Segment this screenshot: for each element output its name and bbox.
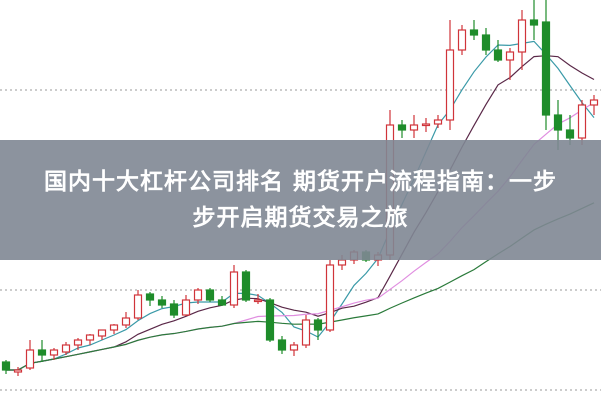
candle-body xyxy=(505,51,515,61)
candle-body xyxy=(517,19,527,53)
candle-body xyxy=(181,299,191,316)
candle-body xyxy=(577,104,587,139)
candle-body xyxy=(421,123,431,127)
candle-body xyxy=(301,319,311,346)
ma-line-5 xyxy=(6,40,595,371)
candle-body xyxy=(37,349,47,356)
candle-body xyxy=(13,369,23,373)
candle-body xyxy=(493,49,503,61)
candle-body xyxy=(589,99,599,106)
candle-body xyxy=(241,271,251,301)
candle-body xyxy=(409,124,419,131)
candle-body xyxy=(229,271,239,306)
candle-body xyxy=(433,119,443,125)
candle-body xyxy=(145,293,155,301)
title-line-2: 步开启期货交易之旅 xyxy=(192,205,409,231)
candle-body xyxy=(469,29,479,36)
candle-body xyxy=(337,259,347,266)
candle-body xyxy=(529,19,539,26)
candle-body xyxy=(445,49,455,121)
candle-body xyxy=(313,319,323,331)
candle-body xyxy=(265,299,275,341)
candle-body xyxy=(457,29,467,51)
candle-body xyxy=(25,349,35,369)
candle-body xyxy=(289,344,299,351)
candle-body xyxy=(157,299,167,306)
candle-body xyxy=(121,317,131,326)
candle-body xyxy=(553,114,563,131)
candle-body xyxy=(49,349,59,356)
candle-body xyxy=(73,339,83,346)
candle-body xyxy=(97,329,107,337)
candle-body xyxy=(541,21,551,116)
candle-body xyxy=(193,289,203,301)
candle-body xyxy=(277,339,287,351)
candle-body xyxy=(481,34,491,51)
candle-body xyxy=(565,129,575,139)
title-line-1: 国内十大杠杆公司排名 期货开户流程指南：一步 xyxy=(43,169,557,195)
candle-body xyxy=(325,264,335,331)
candle-body xyxy=(217,299,227,306)
candle-body xyxy=(397,124,407,131)
title-banner: 国内十大杠杆公司排名 期货开户流程指南：一步 步开启期货交易之旅 xyxy=(0,140,601,260)
candle-body xyxy=(169,303,179,316)
candle-body xyxy=(205,289,215,301)
candle-body xyxy=(61,344,71,353)
candle-body xyxy=(85,334,95,341)
candle-body xyxy=(133,294,143,319)
candle-body xyxy=(1,361,11,371)
candle-body xyxy=(109,324,119,331)
candle-body xyxy=(253,299,263,303)
